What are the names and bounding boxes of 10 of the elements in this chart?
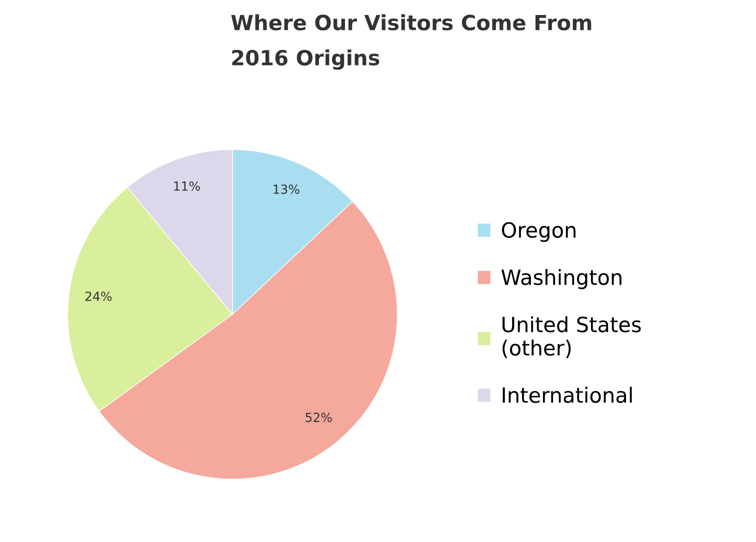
- chart-subtitle: 2016 Origins: [232, 49, 380, 70]
- data-label: 11%: [174, 181, 200, 191]
- legend-label: United States (other): [502, 316, 641, 358]
- legend-label: Oregon: [502, 222, 576, 242]
- data-label: 52%: [306, 412, 332, 422]
- data-label: 24%: [85, 292, 112, 302]
- data-label: 13%: [274, 184, 300, 194]
- chart-title: Where Our Visitors Come From: [231, 14, 592, 30]
- legend-label: International: [502, 386, 632, 403]
- legend-label: Washington: [501, 268, 622, 290]
